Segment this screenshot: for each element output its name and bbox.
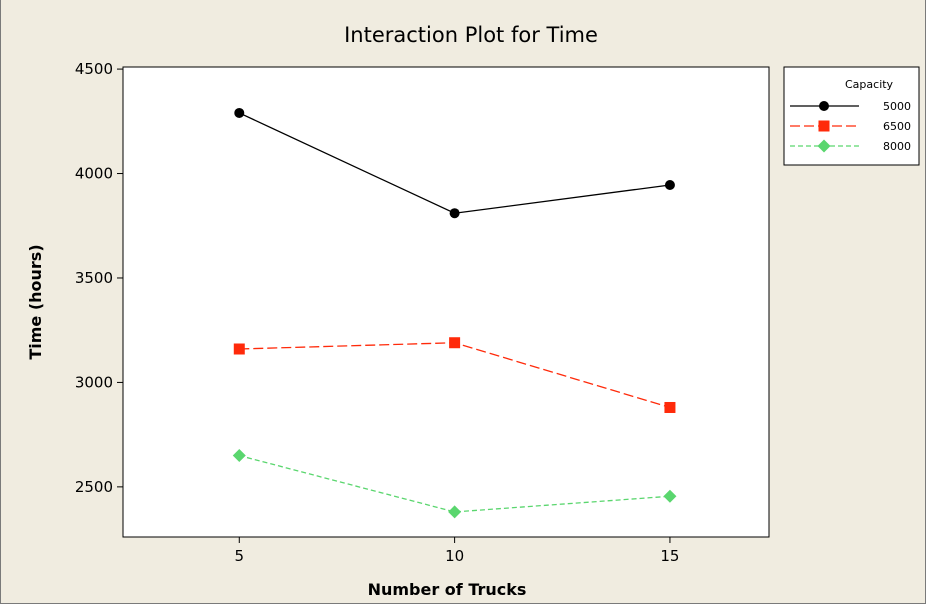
y-tick-label: 3500 xyxy=(75,269,113,287)
x-axis: 5 10 15 xyxy=(235,537,679,565)
data-point-8000 xyxy=(448,505,462,519)
y-tick-label: 4500 xyxy=(75,60,113,78)
x-tick-label: 15 xyxy=(660,547,679,565)
legend-marker xyxy=(819,101,829,111)
legend-entry-6500: 6500 xyxy=(790,120,911,133)
legend-box xyxy=(783,66,920,166)
y-axis: 2500 3000 3500 4000 4500 xyxy=(75,60,123,496)
legend-marker xyxy=(817,139,831,153)
y-tick-label: 2500 xyxy=(75,478,113,496)
data-point-6500 xyxy=(233,343,245,355)
legend-marker xyxy=(818,120,830,132)
series-group xyxy=(232,107,677,519)
data-point-5000 xyxy=(449,208,460,219)
data-point-8000 xyxy=(663,489,677,503)
data-point-5000 xyxy=(664,180,675,191)
legend-title: Capacity xyxy=(845,78,894,91)
y-axis-label: Time (hours) xyxy=(26,244,45,359)
data-point-5000 xyxy=(234,107,245,118)
x-tick-label: 10 xyxy=(445,547,464,565)
legend-entry-5000: 5000 xyxy=(790,100,911,113)
y-tick-label: 4000 xyxy=(75,165,113,183)
legend-label: 8000 xyxy=(883,140,911,153)
series-8000 xyxy=(232,449,677,519)
data-point-6500 xyxy=(664,401,676,413)
series-6500 xyxy=(233,337,676,413)
chart-title: Interaction Plot for Time xyxy=(344,23,598,47)
series-5000 xyxy=(234,107,675,219)
series-line-8000 xyxy=(239,454,670,513)
legend-label: 6500 xyxy=(883,120,911,133)
x-axis-label: Number of Trucks xyxy=(368,580,527,599)
legend: Capacity 5000 6500 8000 xyxy=(783,66,920,166)
y-tick-label: 3000 xyxy=(75,373,113,391)
data-point-6500 xyxy=(449,337,461,349)
data-point-8000 xyxy=(232,449,246,463)
legend-label: 5000 xyxy=(883,100,911,113)
x-tick-label: 5 xyxy=(235,547,245,565)
plot-area xyxy=(122,66,770,538)
legend-entry-8000: 8000 xyxy=(790,139,911,153)
